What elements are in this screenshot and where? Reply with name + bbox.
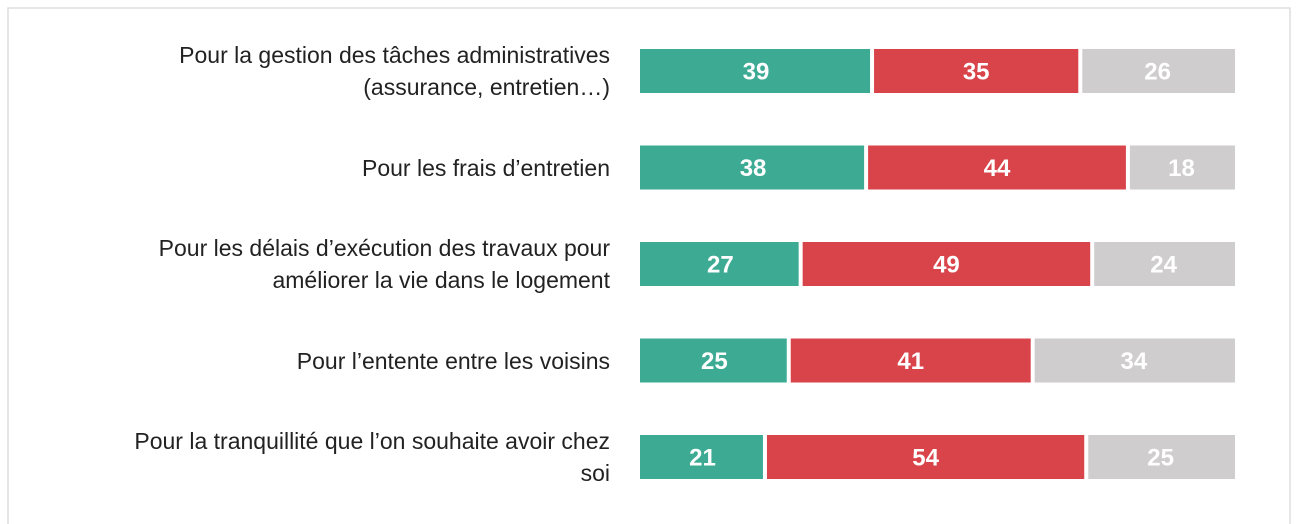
bar-segment xyxy=(802,242,1091,286)
bar-segment xyxy=(640,49,871,93)
value-label: 54 xyxy=(912,445,939,472)
bar-segment xyxy=(1094,242,1235,286)
category-label: Pour les frais d’entretien xyxy=(361,154,610,181)
value-label: 25 xyxy=(1147,445,1174,472)
bar-segment xyxy=(766,435,1085,479)
bar-segment xyxy=(640,338,787,383)
bar-segment xyxy=(640,242,799,286)
value-label: 27 xyxy=(707,252,734,279)
value-label: 44 xyxy=(984,155,1011,182)
value-label: 35 xyxy=(963,59,990,86)
category-label: Pour la gestion des tâches administrativ… xyxy=(179,42,610,100)
value-label: 25 xyxy=(701,348,728,375)
category-label: Pour les délais d’exécution des travaux … xyxy=(158,235,610,293)
value-label: 21 xyxy=(689,445,716,472)
value-label: 49 xyxy=(933,252,960,279)
value-label: 39 xyxy=(743,59,770,86)
value-label: 18 xyxy=(1168,155,1195,182)
bar-segment xyxy=(874,49,1079,93)
bar-segment xyxy=(640,435,763,479)
value-label: 41 xyxy=(897,348,924,375)
bar-segment xyxy=(1129,145,1235,190)
bar-segment xyxy=(640,145,865,190)
category-label: Pour la tranquillité que l’on souhaite a… xyxy=(134,428,610,486)
frame xyxy=(7,7,1291,524)
category-label: Pour l’entente entre les voisins xyxy=(296,347,610,374)
value-label: 38 xyxy=(740,155,767,182)
bar-segment xyxy=(1034,338,1235,383)
bar-segment xyxy=(790,338,1031,383)
bar-segment xyxy=(868,145,1126,190)
value-label: 34 xyxy=(1120,348,1147,375)
value-label: 26 xyxy=(1144,59,1171,86)
bar-segment xyxy=(1082,49,1235,93)
bar-segment xyxy=(1088,435,1235,479)
value-label: 24 xyxy=(1150,252,1177,279)
